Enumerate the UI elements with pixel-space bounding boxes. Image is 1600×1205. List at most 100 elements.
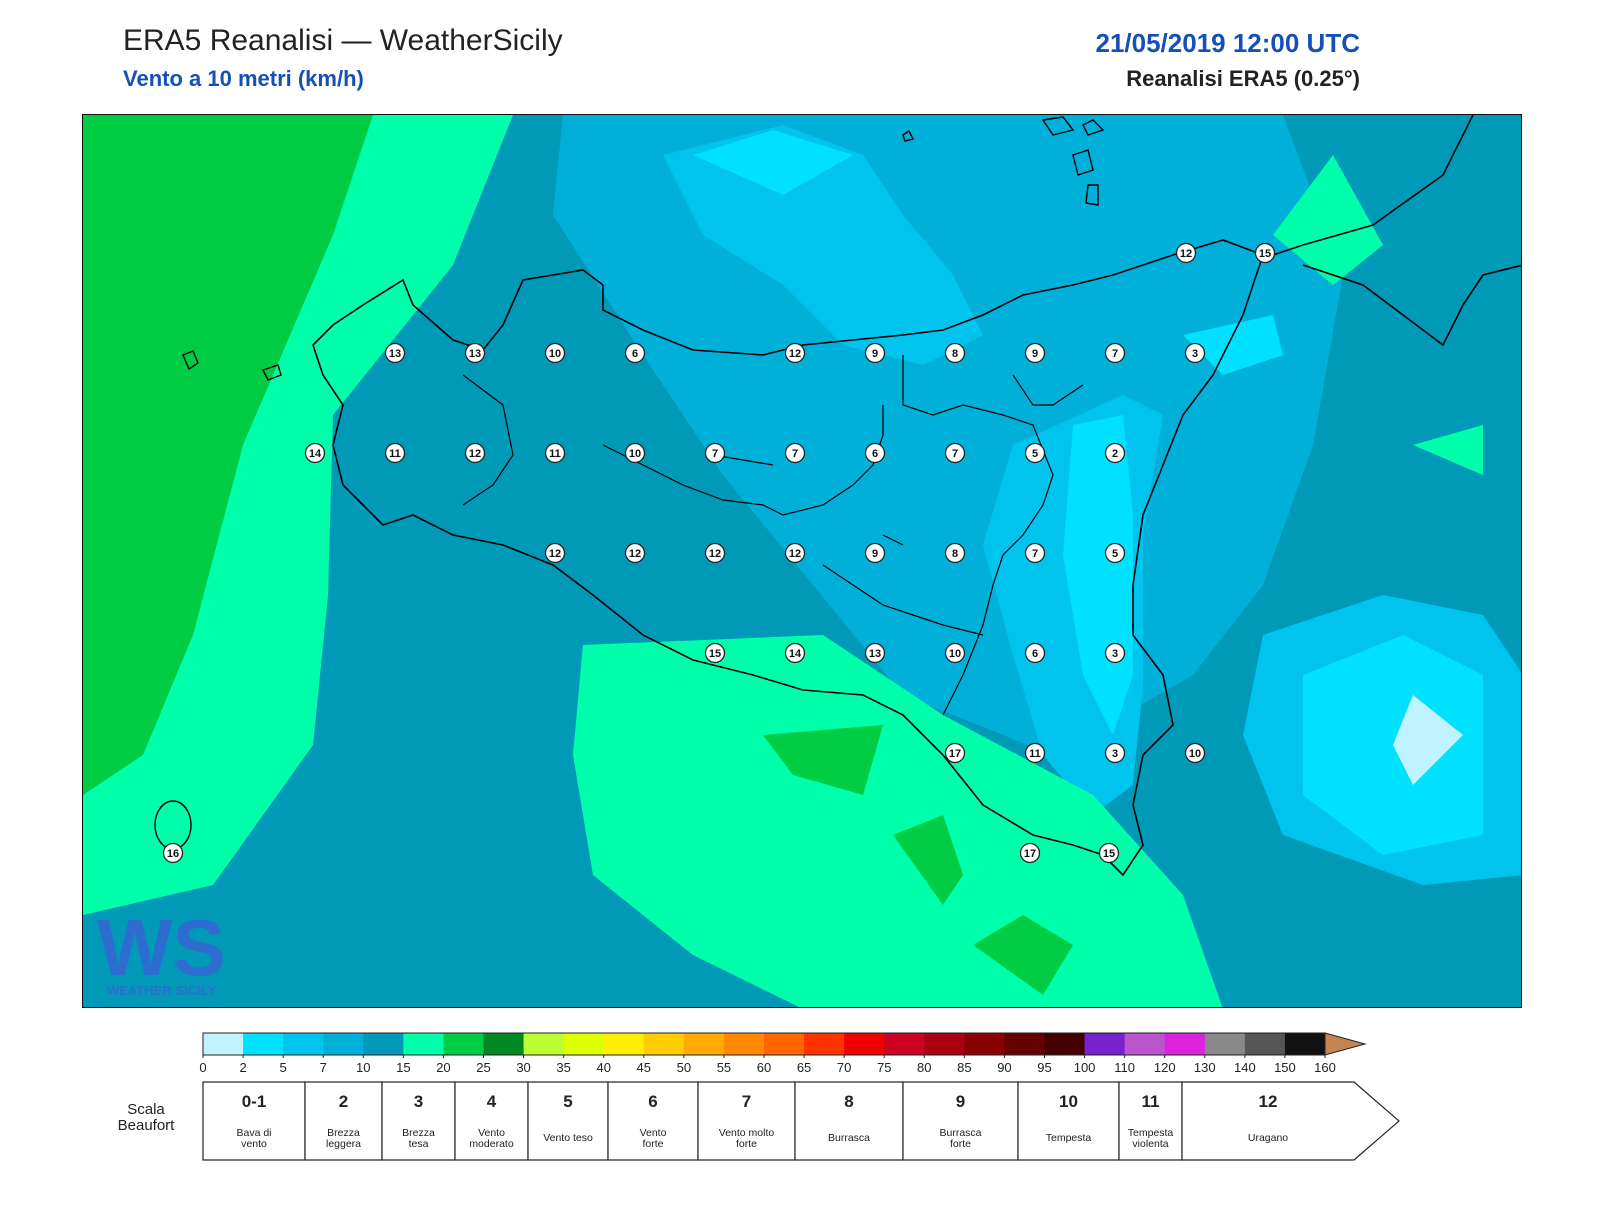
beaufort-cell xyxy=(607,1081,699,1161)
wind-marker-circle xyxy=(864,342,886,364)
wind-value-marker: 8 xyxy=(944,542,966,564)
beaufort-name: Brezza xyxy=(327,1127,360,1139)
wind-value-label: 12 xyxy=(709,548,721,560)
colorbar-swatch xyxy=(563,1033,605,1055)
wind-value-label: 13 xyxy=(869,648,881,660)
wind-value-label: 10 xyxy=(1189,748,1201,760)
wind-value-label: 7 xyxy=(1112,348,1118,360)
colorbar-tick-label: 60 xyxy=(757,1060,771,1075)
colorbar-tick-label: 15 xyxy=(396,1060,410,1075)
wind-value-label: 3 xyxy=(1192,348,1198,360)
beaufort-name: Burrasca xyxy=(939,1127,981,1139)
field-band-south-light xyxy=(573,635,1223,1007)
wind-value-marker: 10 xyxy=(1184,742,1206,764)
colorbar-tick-label: 40 xyxy=(596,1060,610,1075)
colorbar-swatch xyxy=(203,1033,244,1055)
beaufort-cell-last xyxy=(1181,1081,1400,1161)
aeolian-islands xyxy=(902,116,1105,206)
wind-map[interactable]: 13 13 10 6 12 9 8 9 7 3 14 11 12 11 10 7 7 6 7 5 2 12 12 12 12 9 8… xyxy=(82,114,1522,1008)
wind-value-label: 12 xyxy=(1180,248,1192,260)
wind-value-marker: 16 xyxy=(162,842,184,864)
wind-value-marker: 10 xyxy=(944,642,966,664)
colorbar-swatch xyxy=(283,1033,324,1055)
wind-value-marker: 7 xyxy=(784,442,806,464)
field-e-green xyxy=(1413,425,1483,475)
wind-value-marker: 13 xyxy=(384,342,406,364)
wind-value-label: 13 xyxy=(469,348,481,360)
beaufort-name: Brezza xyxy=(402,1127,435,1139)
wind-marker-circle xyxy=(1184,742,1206,764)
beaufort-cell xyxy=(1118,1081,1183,1161)
wind-marker-circle xyxy=(1104,542,1126,564)
beaufort-cell xyxy=(304,1081,383,1161)
wind-value-marker: 5 xyxy=(1024,442,1046,464)
wind-value-label: 5 xyxy=(1032,448,1038,460)
logo-letters: WS xyxy=(97,903,226,992)
beaufort-name-2: violenta xyxy=(1132,1138,1168,1150)
colorbar-swatch xyxy=(403,1033,444,1055)
wind-value-label: 12 xyxy=(789,548,801,560)
valid-datetime: 21/05/2019 12:00 UTC xyxy=(1095,28,1360,58)
wind-marker-circle xyxy=(162,842,184,864)
wind-value-marker: 12 xyxy=(1175,242,1197,264)
wind-marker-circle xyxy=(304,442,326,464)
wind-marker-circle xyxy=(944,342,966,364)
colorbar-tick-label: 20 xyxy=(436,1060,450,1075)
beaufort-name: Vento teso xyxy=(543,1132,593,1144)
wind-value-label: 14 xyxy=(309,448,322,460)
marettimo-island xyxy=(182,350,199,371)
field-se-lightest xyxy=(1393,695,1463,785)
colorbar-swatch xyxy=(1204,1033,1246,1055)
wind-marker-circle xyxy=(1024,442,1046,464)
wind-marker-circle xyxy=(464,342,486,364)
beaufort-name-2: vento xyxy=(241,1138,267,1150)
wind-marker-circle xyxy=(624,542,646,564)
wind-value-label: 10 xyxy=(949,648,961,660)
beaufort-number: 7 xyxy=(742,1092,751,1111)
wind-value-label: 6 xyxy=(1032,648,1038,660)
logo-wordmark: WEATHER SICILY xyxy=(107,983,216,998)
wind-marker-circle xyxy=(944,642,966,664)
wind-value-marker: 2 xyxy=(1104,442,1126,464)
wind-value-label: 15 xyxy=(709,648,721,660)
wind-marker-circle xyxy=(1104,742,1126,764)
wind-marker-circle xyxy=(1098,842,1120,864)
colorbar-swatch xyxy=(723,1033,765,1055)
wind-marker-circle xyxy=(1024,342,1046,364)
beaufort-name-2: leggera xyxy=(326,1138,361,1150)
wind-value-label: 15 xyxy=(1103,848,1115,860)
wind-value-label: 7 xyxy=(712,448,718,460)
map-subtitle: Vento a 10 metri (km/h) xyxy=(123,66,364,91)
field-ne-core xyxy=(1183,315,1283,375)
wind-value-label: 14 xyxy=(789,648,802,660)
wind-value-label: 12 xyxy=(629,548,641,560)
colorbar-tick-label: 80 xyxy=(917,1060,931,1075)
colorbar-swatch xyxy=(1124,1033,1166,1055)
colorbar-tick-label: 85 xyxy=(957,1060,971,1075)
field-center-blue xyxy=(553,115,1343,755)
wind-value-label: 7 xyxy=(952,448,958,460)
wind-value-label: 8 xyxy=(952,348,958,360)
wind-marker-circle xyxy=(464,442,486,464)
colorbar-tick-label: 140 xyxy=(1234,1060,1256,1075)
beaufort-cell xyxy=(527,1081,609,1161)
colorbar-swatch xyxy=(363,1033,404,1055)
colorbar-tick-label: 50 xyxy=(677,1060,691,1075)
beaufort-number: 6 xyxy=(648,1092,657,1111)
wind-value-marker: 7 xyxy=(944,442,966,464)
wind-value-label: 12 xyxy=(549,548,561,560)
beaufort-cell xyxy=(794,1081,904,1161)
colorbar-tick-label: 100 xyxy=(1074,1060,1096,1075)
beaufort-number: 10 xyxy=(1059,1092,1078,1111)
wind-marker-circle xyxy=(624,342,646,364)
colorbar-tick-label: 45 xyxy=(637,1060,651,1075)
wind-value-marker: 14 xyxy=(304,442,326,464)
wind-marker-circle xyxy=(1104,642,1126,664)
colorbar-swatch xyxy=(1284,1033,1326,1055)
wind-value-label: 7 xyxy=(792,448,798,460)
wind-value-marker: 13 xyxy=(464,342,486,364)
field-south-dark-1 xyxy=(763,725,883,795)
beaufort-name-2: tesa xyxy=(409,1138,429,1150)
wind-value-label: 17 xyxy=(949,748,961,760)
